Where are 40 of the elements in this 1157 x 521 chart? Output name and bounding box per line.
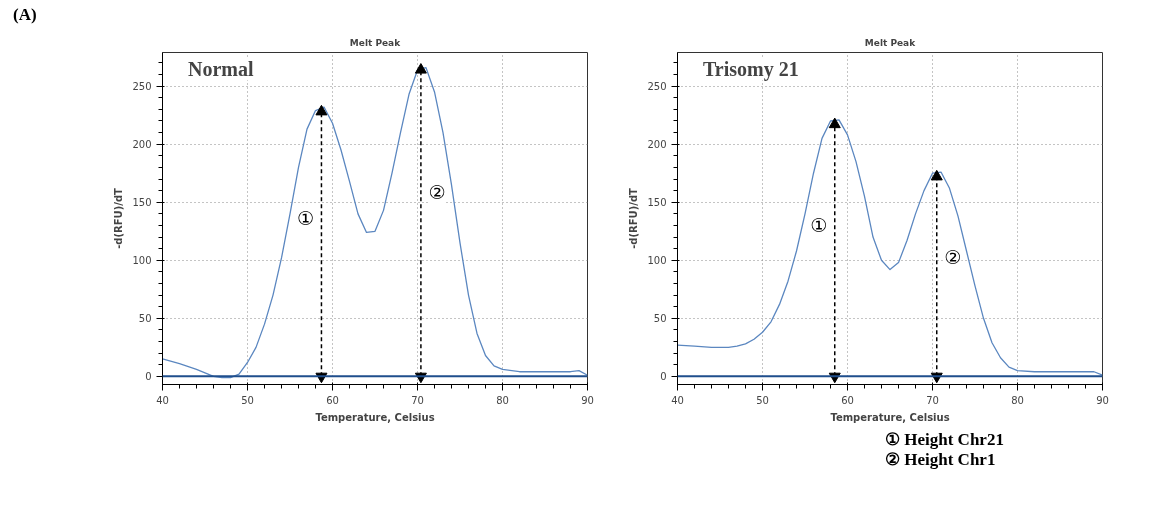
chart-title: Melt Peak — [349, 37, 402, 48]
y-tick-label: 250 — [132, 81, 152, 93]
series-label: ① — [810, 214, 828, 237]
x-tick-label: 60 — [326, 394, 339, 406]
y-tick-label: 100 — [132, 255, 152, 267]
chart-title: Melt Peak — [864, 37, 917, 48]
series-label: ② — [944, 245, 962, 268]
text: ① Height Chr21 — [885, 430, 1004, 449]
line-series — [677, 119, 1103, 376]
y-tick-label: 200 — [647, 139, 667, 151]
y-tick-label: 250 — [647, 81, 667, 93]
x-tick-label: 60 — [841, 394, 854, 406]
y-tick-label: 100 — [647, 255, 667, 267]
y-tick-label: 50 — [138, 313, 152, 325]
text: ② Height Chr1 — [885, 450, 996, 469]
x-axis-title: Temperature, Celsius — [830, 411, 950, 423]
x-axis-title: Temperature, Celsius — [315, 411, 435, 423]
x-tick-label: 90 — [1096, 394, 1109, 406]
x-tick-label: 50 — [756, 394, 769, 406]
chart-subtitle: Normal — [188, 58, 254, 81]
x-tick-label: 80 — [1011, 394, 1024, 406]
x-tick-label: 80 — [496, 394, 509, 406]
series-label: ② — [428, 181, 446, 204]
x-tick-label: 40 — [671, 394, 684, 406]
y-axis-title: -d(RFU)/dT — [113, 187, 125, 249]
chart-subtitle: Trisomy 21 — [703, 58, 799, 82]
x-tick-label: 70 — [926, 394, 939, 406]
y-tick-label: 150 — [647, 197, 667, 209]
x-tick-label: 90 — [581, 394, 594, 406]
y-tick-label: 50 — [653, 313, 667, 325]
x-tick-label: 70 — [411, 394, 424, 406]
y-tick-label: 200 — [132, 139, 152, 151]
y-tick-label: 150 — [132, 197, 152, 209]
y-axis-title: -d(RFU)/dT — [628, 187, 640, 249]
x-tick-label: 40 — [156, 394, 169, 406]
x-tick-label: 50 — [241, 394, 254, 406]
series-label: ① — [296, 206, 314, 229]
text: (A) — [13, 5, 37, 25]
y-tick-label: 0 — [660, 371, 667, 383]
y-tick-label: 0 — [145, 371, 152, 383]
